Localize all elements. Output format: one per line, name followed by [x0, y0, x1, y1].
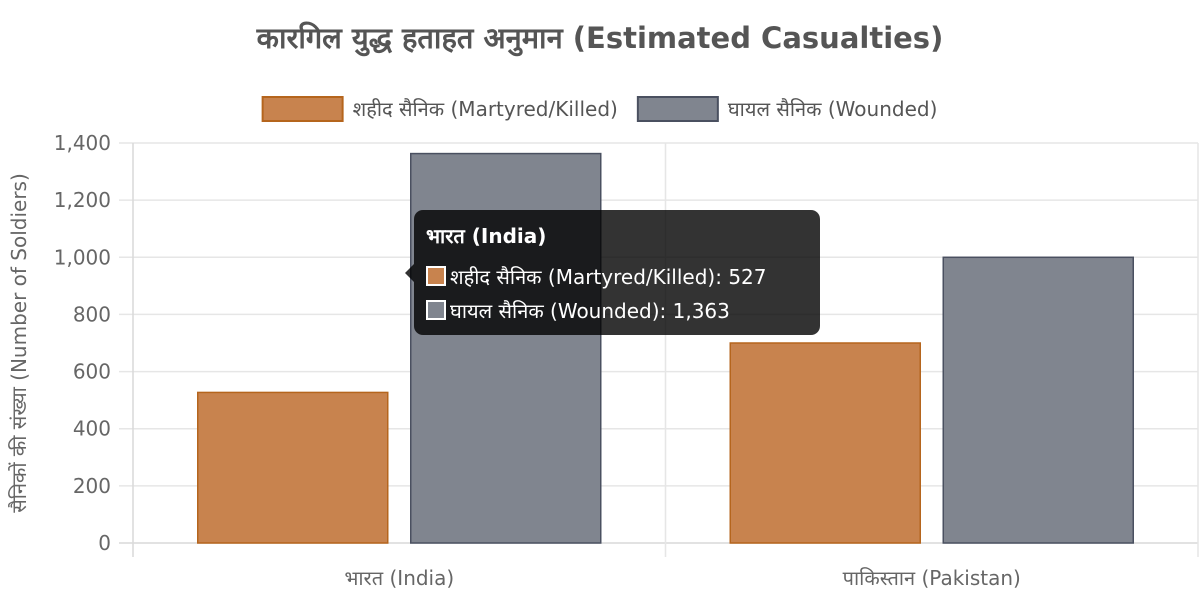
- legend-label[interactable]: शहीद सैनिक (Martyred/Killed): [353, 97, 618, 121]
- tooltip: भारत (India) शहीद सैनिक (Martyred/Killed…: [405, 210, 820, 335]
- y-tick-label: 0: [98, 531, 111, 555]
- tooltip-caret: [405, 264, 414, 282]
- chart-title: कारगिल युद्ध हताहत अनुमान (Estimated Cas…: [256, 21, 944, 57]
- tooltip-item: घायल सैनिक (Wounded): 1,363: [426, 293, 808, 327]
- y-tick-label: 1,200: [54, 188, 111, 212]
- tooltip-label: शहीद सैनिक (Martyred/Killed): 527: [450, 264, 767, 289]
- legend: शहीद सैनिक (Martyred/Killed) घायल सैनिक (…: [261, 96, 938, 122]
- axes: 0 200 400 600 800 1,000 1,200 1,400 भारत (India)…: [54, 131, 1021, 590]
- tooltip-swatch-martyred: [426, 266, 446, 286]
- y-tick-label: 800: [73, 302, 111, 326]
- bar[interactable]: [942, 256, 1134, 544]
- y-tick-label: 200: [73, 474, 111, 498]
- x-tick-label: पाकिस्तान (Pakistan): [843, 566, 1021, 590]
- y-tick-label: 600: [73, 360, 111, 384]
- bar[interactable]: [729, 342, 921, 544]
- tooltip-item: शहीद सैनिक (Martyred/Killed): 527: [426, 259, 808, 293]
- bar[interactable]: [197, 391, 389, 544]
- legend-swatch[interactable]: [261, 96, 344, 122]
- y-tick-label: 1,400: [54, 131, 111, 155]
- y-tick-label: 400: [73, 417, 111, 441]
- y-axis-label: सैनिकों की संख्या (Number of Soldiers): [7, 173, 31, 513]
- bars: [197, 152, 1134, 544]
- y-tick-label: 1,000: [54, 245, 111, 269]
- x-tick-label: भारत (India): [344, 566, 454, 590]
- tooltip-label: घायल सैनिक (Wounded): 1,363: [450, 298, 730, 323]
- tooltip-title: भारत (India): [426, 224, 547, 248]
- tooltip-swatch-wounded: [426, 300, 446, 320]
- legend-label[interactable]: घायल सैनिक (Wounded): [728, 97, 938, 121]
- legend-swatch[interactable]: [636, 96, 719, 122]
